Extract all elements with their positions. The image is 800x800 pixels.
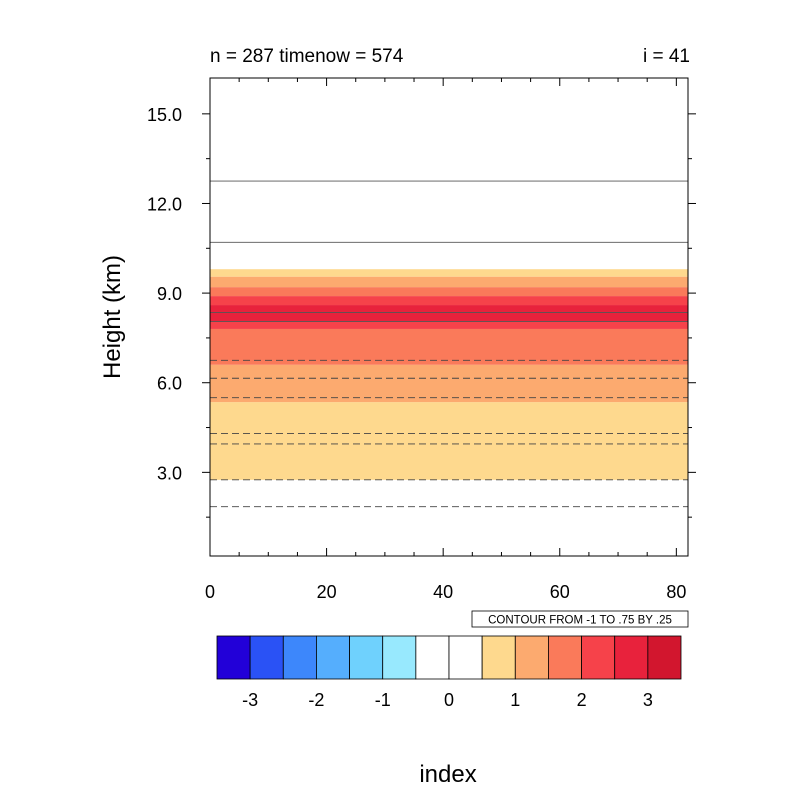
y-tick-label: 15.0 (147, 105, 182, 125)
colorbar-labels: -3 -2 -1 0 1 2 3 (242, 690, 653, 710)
x-tick-label: 60 (550, 582, 570, 602)
y-tick-label: 3.0 (157, 463, 182, 483)
fill-band-0 (210, 402, 688, 480)
colorbar-box-4 (349, 635, 384, 680)
colorbar-box-11 (581, 635, 616, 680)
colorbar-box-3 (316, 635, 350, 680)
y-axis-label: Height (km) (99, 255, 126, 379)
colorbar-label: -2 (308, 690, 324, 710)
fill-band-2 (210, 328, 688, 365)
colorbar-box-13 (647, 635, 682, 680)
y-tick-label: 9.0 (157, 284, 182, 304)
colorbar-label: -1 (375, 690, 391, 710)
fill-band-4 (210, 305, 688, 322)
x-tick-label: 0 (205, 582, 215, 602)
axis-tick-labels: 0 20 40 60 80 3.0 6.0 9.0 12.0 15.0 (147, 105, 686, 602)
fill-band-8 (210, 269, 688, 277)
colorbar-box-1 (249, 635, 284, 680)
colorbar-label: -3 (242, 690, 258, 710)
fill-band-5 (210, 296, 688, 306)
colorbar-label: 2 (577, 690, 587, 710)
colorbar-label: 3 (643, 690, 653, 710)
colorbar-box-10 (548, 635, 582, 680)
axis-ticks (202, 78, 696, 556)
colorbar-box-5 (382, 635, 417, 680)
plot-frame (209, 77, 689, 557)
y-tick-label: 6.0 (157, 374, 182, 394)
colorbar-label: 0 (444, 690, 454, 710)
title-left: n = 287 timenow = 574 (210, 46, 404, 67)
colorbar-label: 1 (510, 690, 520, 710)
x-tick-label: 20 (317, 582, 337, 602)
colorbar-box-9 (514, 635, 549, 680)
x-tick-label: 40 (433, 582, 453, 602)
x-axis-label: index (419, 761, 476, 788)
contour-lines (210, 180, 688, 508)
contour-info-label: CONTOUR FROM -1 TO .75 BY .25 (471, 610, 689, 628)
y-tick-label: 12.0 (147, 194, 182, 214)
colorbar-box-6 (415, 635, 450, 680)
colorbar-box-12 (614, 635, 649, 680)
fill-band-1 (210, 364, 688, 403)
colorbar-box-0 (216, 635, 251, 680)
contour-info-text: CONTOUR FROM -1 TO .75 BY .25 (488, 615, 672, 627)
x-tick-label: 80 (666, 582, 686, 602)
contour-fills (210, 269, 688, 480)
colorbar-box-8 (481, 635, 516, 680)
colorbar-box-7 (448, 635, 483, 680)
fill-band-6 (210, 287, 688, 297)
fill-band-3 (210, 321, 688, 329)
title-right: i = 41 (643, 46, 690, 67)
fill-band-7 (210, 276, 688, 288)
colorbar (216, 635, 682, 680)
colorbar-box-2 (282, 635, 317, 680)
